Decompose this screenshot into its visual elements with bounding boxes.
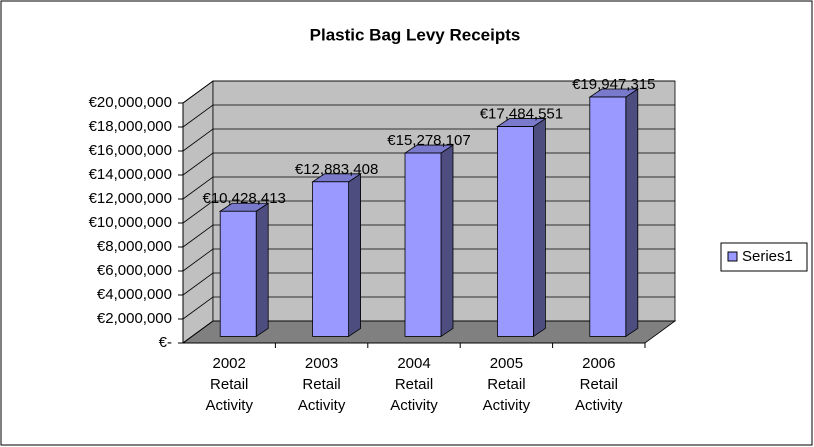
- bar: [312, 181, 350, 337]
- legend-box: [720, 242, 808, 272]
- bar: [496, 126, 534, 337]
- x-tick-label: Retail: [302, 376, 340, 393]
- y-tick-label: €-: [159, 334, 172, 351]
- y-tick-label: €4,000,000: [97, 286, 172, 303]
- value-label: €12,883,408: [295, 161, 378, 178]
- y-tick-label: €8,000,000: [97, 238, 172, 255]
- x-tick-label: 2004: [397, 355, 430, 372]
- value-label: €17,484,551: [480, 106, 563, 123]
- value-label: €15,278,107: [387, 132, 470, 149]
- x-tick-label: Activity: [298, 397, 346, 414]
- bar-side: [440, 144, 454, 338]
- bar: [404, 152, 442, 337]
- bar-side: [533, 117, 546, 338]
- grid-line: [182, 104, 675, 128]
- bar: [589, 96, 627, 337]
- y-tick-label: €14,000,000: [89, 166, 172, 183]
- x-tick-label: Retail: [210, 376, 248, 393]
- x-tick-label: Retail: [487, 376, 525, 393]
- x-tick-label: Retail: [580, 376, 618, 393]
- y-tick-label: €12,000,000: [89, 190, 172, 207]
- x-tick-label: Activity: [483, 397, 531, 414]
- x-tick-label: Activity: [390, 397, 438, 414]
- x-tick-label: 2006: [582, 355, 615, 372]
- x-tick-label: 2005: [490, 355, 523, 372]
- value-label: €10,428,413: [202, 190, 285, 207]
- x-tick-label: Activity: [575, 397, 623, 414]
- chart-title: Plastic Bag Levy Receipts: [310, 25, 521, 44]
- x-tick-label: Activity: [205, 397, 253, 414]
- y-tick-label: €10,000,000: [89, 214, 172, 231]
- y-tick-label: €20,000,000: [89, 94, 172, 111]
- x-tick-label: 2002: [213, 355, 246, 372]
- grid-line: [182, 80, 675, 104]
- bar-side: [255, 202, 269, 338]
- y-tick-label: €16,000,000: [89, 142, 172, 159]
- value-label: €19,947,315: [572, 76, 655, 93]
- y-tick-label: €6,000,000: [97, 262, 172, 279]
- legend-swatch: [727, 251, 738, 262]
- legend-label: Series1: [742, 248, 793, 265]
- y-tick-label: €18,000,000: [89, 118, 172, 135]
- y-tick-label: €2,000,000: [97, 310, 172, 327]
- bar: [219, 210, 257, 337]
- x-tick-label: Retail: [395, 376, 433, 393]
- x-tick-label: 2003: [305, 355, 338, 372]
- bar-side: [348, 173, 362, 338]
- bar-side: [625, 88, 639, 338]
